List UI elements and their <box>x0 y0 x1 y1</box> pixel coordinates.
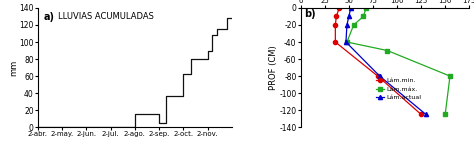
Lám.min. <box>337 7 342 9</box>
Lám.máx. <box>364 7 369 9</box>
Line: Lám.máx.: Lám.máx. <box>345 6 452 117</box>
Lám.máx. <box>442 114 448 115</box>
Lám.máx. <box>447 75 453 77</box>
Lám.actual <box>377 75 383 77</box>
Lám.min. <box>334 16 339 17</box>
Line: Lám.min.: Lám.min. <box>333 6 423 117</box>
Lám.actual <box>423 114 429 115</box>
Text: b): b) <box>304 9 316 19</box>
Text: LLUVIAS ACUMULADAS: LLUVIAS ACUMULADAS <box>58 12 154 21</box>
Lám.actual <box>346 16 352 17</box>
Lám.máx. <box>384 50 390 52</box>
Line: Lám.actual: Lám.actual <box>344 6 428 117</box>
Y-axis label: mm: mm <box>9 59 18 76</box>
Lám.máx. <box>344 41 350 43</box>
Y-axis label: PROF (CM): PROF (CM) <box>269 45 278 90</box>
Lám.máx. <box>351 24 356 26</box>
Lám.actual <box>348 7 354 9</box>
Lám.min. <box>375 75 381 77</box>
Lám.min. <box>418 114 424 115</box>
Lám.min. <box>332 24 338 26</box>
Lám.actual <box>344 24 350 26</box>
Lám.actual <box>343 41 349 43</box>
Legend: Lám.min., Lám.máx., Lám.actual: Lám.min., Lám.máx., Lám.actual <box>374 76 423 102</box>
Text: a): a) <box>44 12 55 21</box>
Lám.máx. <box>360 16 366 17</box>
Lám.min. <box>332 41 338 43</box>
